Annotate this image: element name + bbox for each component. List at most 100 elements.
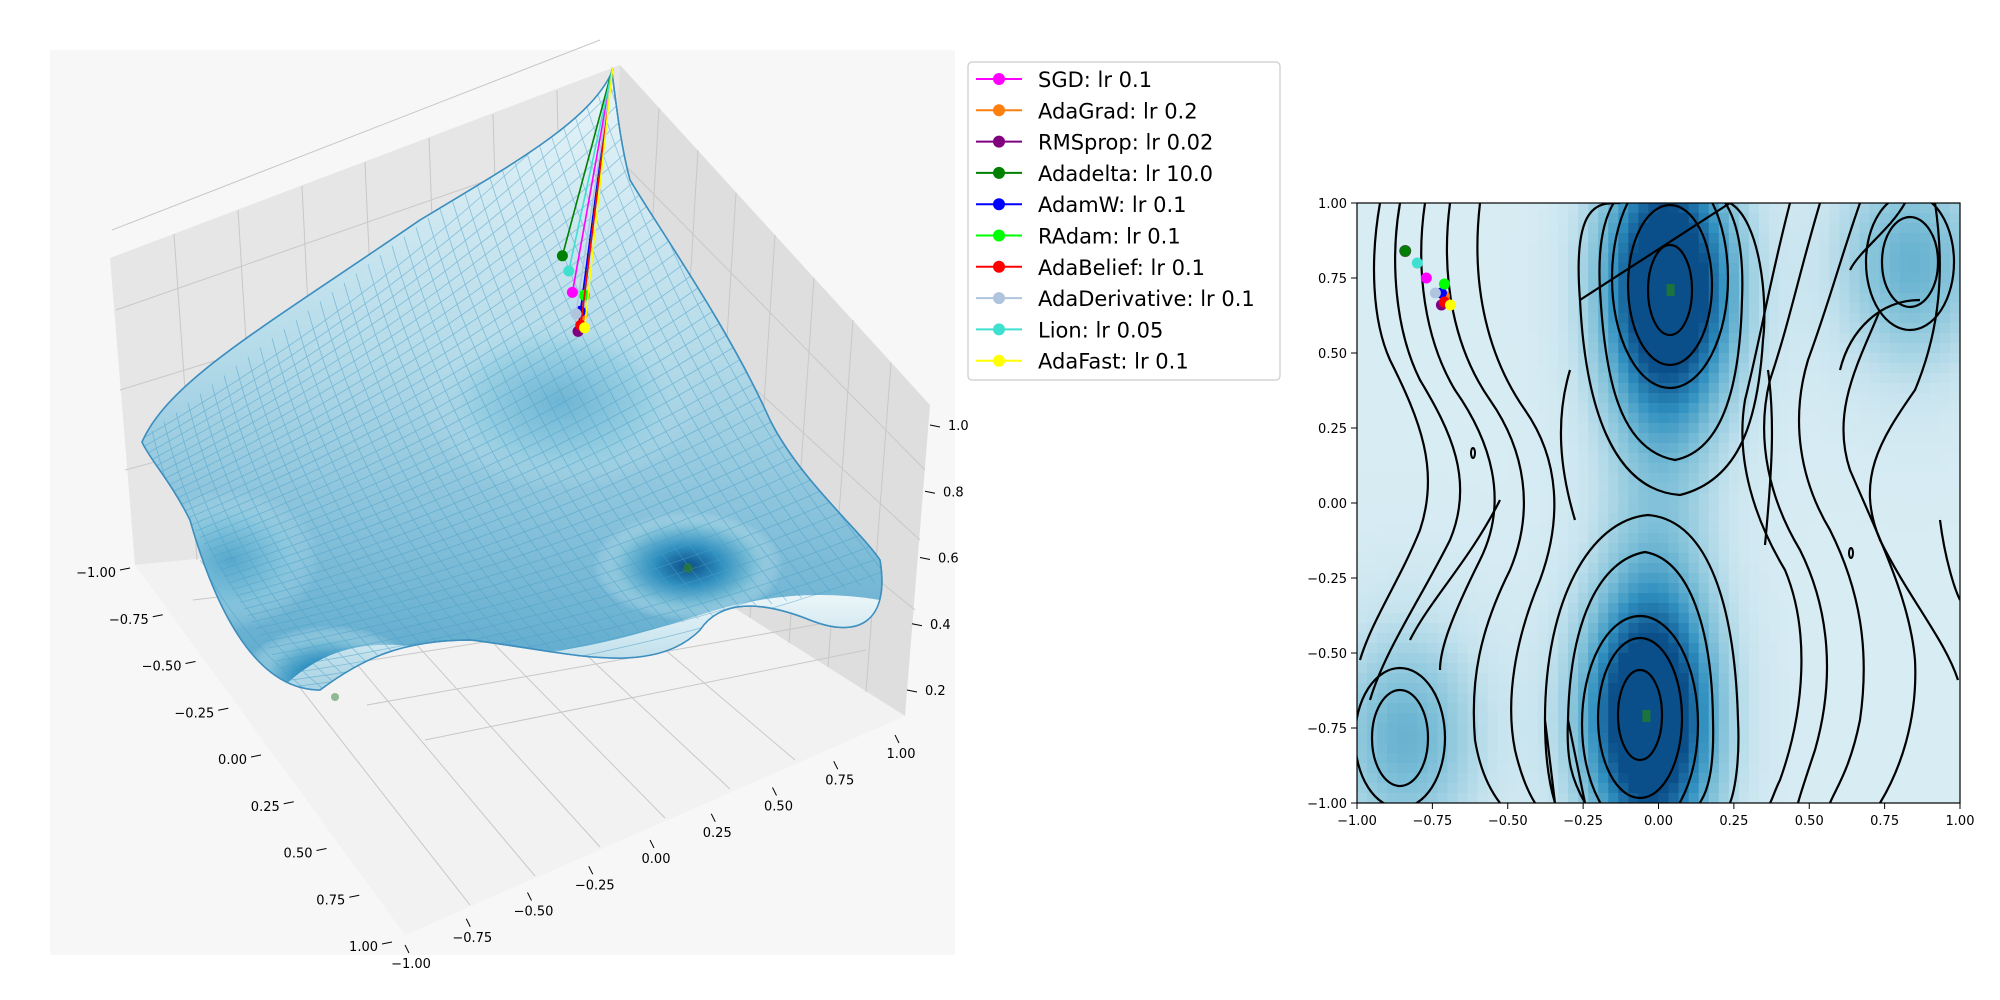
heatmap-cell — [1939, 473, 1951, 484]
heatmap-cell — [1628, 313, 1639, 324]
heatmap-cell — [1437, 423, 1449, 434]
heatmap-cell — [1668, 673, 1680, 684]
heatmap-cell — [1678, 413, 1690, 424]
heatmap-cell — [1718, 773, 1730, 784]
heatmap-cell — [1407, 753, 1418, 764]
heatmap-cell — [1658, 653, 1670, 664]
heatmap-cell — [1799, 443, 1810, 454]
heatmap-cell — [1708, 693, 1720, 704]
heatmap-cell — [1829, 783, 1840, 794]
heatmap-cell — [1628, 413, 1639, 424]
heatmap-cell — [1658, 663, 1670, 674]
heatmap-cell — [1618, 473, 1629, 484]
y-tick-label: −0.25 — [575, 878, 615, 893]
heatmap-cell — [1397, 653, 1408, 664]
heatmap-cell — [1929, 723, 1941, 734]
heatmap-cell — [1588, 373, 1599, 384]
heatmap-cell — [1688, 793, 1700, 803]
heatmap-cell — [1357, 793, 1368, 803]
mesh-line — [235, 365, 419, 677]
heatmap-cell — [1688, 753, 1700, 764]
heatmap-cell — [1547, 423, 1559, 434]
mesh-line — [331, 291, 537, 653]
heatmap-cell — [1658, 573, 1670, 584]
heatmap-cell — [1598, 243, 1609, 254]
heatmap-cell — [1547, 233, 1559, 244]
heatmap-cell — [1558, 423, 1569, 434]
heatmap-cell — [1819, 243, 1830, 254]
heatmap-cell — [1377, 523, 1388, 534]
heatmap-cell — [1708, 453, 1720, 464]
heatmap-cell — [1387, 373, 1398, 384]
heatmap-cell — [1869, 663, 1881, 674]
heatmap-cell — [1678, 533, 1690, 544]
y-axis-2d: 1.000.750.500.250.00−0.25−0.50−0.75−1.00 — [1307, 197, 1357, 812]
heatmap-cell — [1397, 233, 1408, 244]
heatmap-cell — [1728, 513, 1740, 524]
heatmap-cell — [1819, 223, 1830, 234]
heatmap-cell — [1568, 323, 1579, 334]
heatmap-cell — [1899, 303, 1911, 314]
heatmap-cell — [1708, 643, 1720, 654]
heatmap-cell — [1759, 713, 1770, 724]
heatmap-cell — [1819, 573, 1830, 584]
heatmap-cell — [1357, 413, 1368, 424]
heatmap-cell — [1387, 603, 1398, 614]
heatmap-cell — [1578, 713, 1589, 724]
heatmap-cell — [1477, 353, 1489, 364]
heatmap-cell — [1839, 773, 1851, 784]
heatmap-cell — [1517, 433, 1529, 444]
heatmap-cell — [1387, 483, 1398, 494]
heatmap-cell — [1427, 363, 1438, 374]
heatmap-cell — [1628, 263, 1639, 274]
heatmap-cell — [1829, 423, 1840, 434]
heatmap-cell — [1829, 653, 1840, 664]
heatmap-cell — [1417, 773, 1428, 784]
heatmap-cell — [1708, 403, 1720, 414]
heatmap-cell — [1397, 463, 1408, 474]
heatmap-cell — [1497, 273, 1509, 284]
heatmap-cell — [1467, 513, 1479, 524]
heatmap-cell — [1939, 623, 1951, 634]
heatmap-cell — [1929, 443, 1941, 454]
heatmap-cell — [1698, 643, 1710, 654]
heatmap-cell — [1527, 343, 1539, 354]
heatmap-cell — [1437, 613, 1449, 624]
heatmap-cell — [1889, 353, 1901, 364]
heatmap-cell — [1477, 443, 1489, 454]
heatmap-cell — [1487, 463, 1499, 474]
heatmap-cell — [1397, 203, 1408, 214]
heatmap-cell — [1437, 693, 1449, 704]
heatmap-cell — [1748, 653, 1760, 664]
heatmap-cell — [1527, 473, 1539, 484]
heatmap-cell — [1537, 333, 1549, 344]
heatmap-cell — [1829, 713, 1840, 724]
heatmap-cell — [1779, 703, 1790, 714]
heatmap-cell — [1638, 783, 1650, 794]
loss-heatmap — [1357, 203, 1960, 803]
heatmap-cell — [1929, 283, 1941, 294]
heatmap-cell — [1497, 443, 1509, 454]
heatmap-cell — [1849, 533, 1861, 544]
heatmap-cell — [1417, 683, 1428, 694]
heatmap-cell — [1588, 553, 1599, 564]
heatmap-cell — [1517, 753, 1529, 764]
heatmap-cell — [1447, 663, 1459, 674]
heatmap-cell — [1598, 733, 1609, 744]
heatmap-cell — [1427, 553, 1438, 564]
heatmap-cell — [1718, 263, 1730, 274]
heatmap-cell — [1769, 383, 1780, 394]
legend-label: AdaDerivative: lr 0.1 — [1038, 287, 1255, 311]
heatmap-cell — [1558, 583, 1569, 594]
heatmap-cell — [1397, 473, 1408, 484]
heatmap-cell — [1638, 593, 1650, 604]
heatmap-cell — [1909, 233, 1921, 244]
heatmap-cell — [1517, 523, 1529, 534]
heatmap-cell — [1769, 283, 1780, 294]
heatmap-cell — [1427, 443, 1438, 454]
heatmap-cell — [1698, 693, 1710, 704]
heatmap-cell — [1949, 513, 1960, 524]
heatmap-cell — [1578, 423, 1589, 434]
heatmap-cell — [1357, 423, 1368, 434]
heatmap-cell — [1608, 373, 1619, 384]
